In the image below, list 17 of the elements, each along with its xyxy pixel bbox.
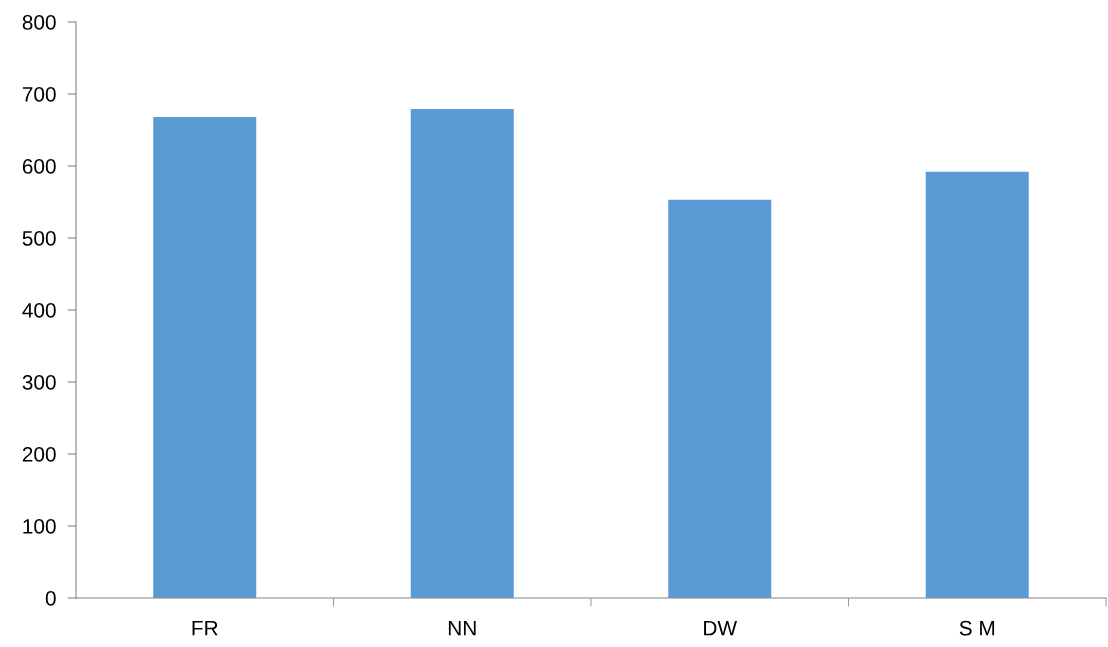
x-tick-label: DW (704, 620, 738, 636)
x-tick-label: FR (192, 620, 218, 636)
bar (410, 109, 514, 598)
y-tick-label: 400 (22, 303, 56, 318)
y-tick-label: 800 (22, 15, 56, 30)
y-tick-label: 200 (22, 447, 56, 462)
y-tick-label: 100 (23, 519, 56, 534)
y-tick-label: 0 (45, 591, 56, 606)
y-tick-label: 500 (22, 231, 56, 246)
x-tick-label: NN (448, 620, 476, 636)
bar (925, 171, 1029, 598)
y-tick-label: 700 (22, 87, 56, 102)
y-tick-label: 300 (22, 375, 56, 390)
bar (668, 199, 772, 598)
y-tick-label: 600 (22, 159, 56, 174)
x-tick-label: S M (959, 620, 995, 636)
bar (153, 117, 257, 598)
